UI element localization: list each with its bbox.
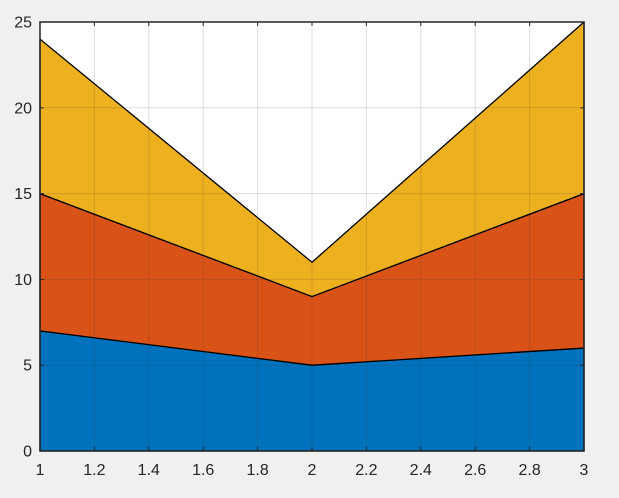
x-tick-label: 1.4 (138, 462, 160, 479)
x-tick-label: 3 (580, 462, 589, 479)
x-tick-label: 1 (36, 462, 45, 479)
x-tick-label: 1.8 (246, 462, 268, 479)
y-tick-label: 5 (23, 358, 32, 375)
x-tick-label: 2.8 (518, 462, 540, 479)
x-tick-label: 1.2 (83, 462, 105, 479)
axes-border (39, 21, 585, 452)
y-tick-label: 10 (14, 272, 32, 289)
x-tick-label: 2.6 (464, 462, 486, 479)
y-tick-label: 25 (14, 15, 32, 32)
x-tick-label: 1.6 (192, 462, 214, 479)
x-tick-label: 2.4 (410, 462, 432, 479)
x-tick-label: 2.2 (355, 462, 377, 479)
x-tick-label: 2 (308, 462, 317, 479)
y-tick-label: 0 (23, 444, 32, 461)
y-tick-label: 20 (14, 100, 32, 117)
y-tick-label: 15 (14, 186, 32, 203)
